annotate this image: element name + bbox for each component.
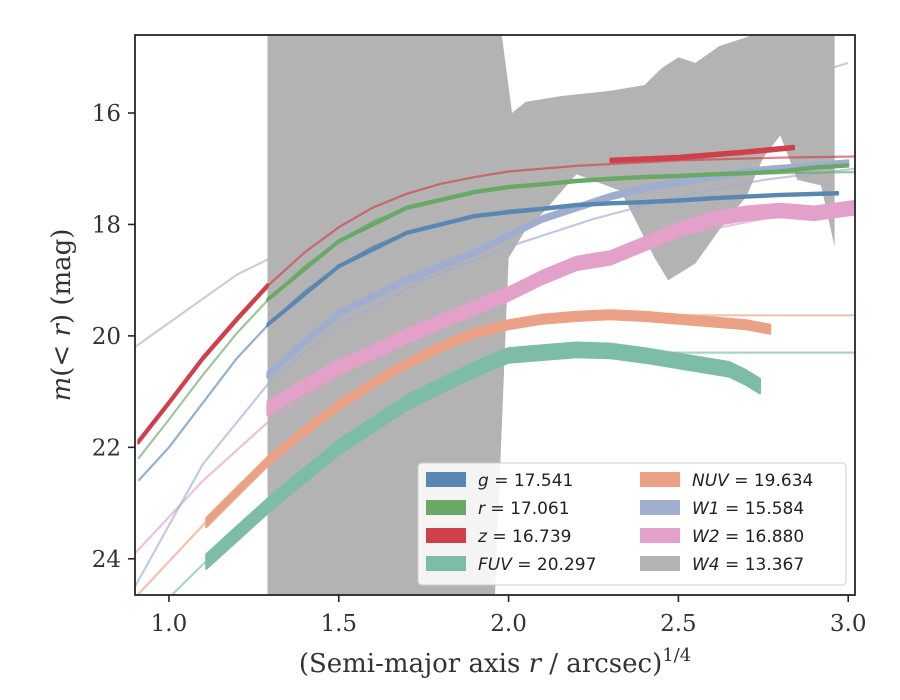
legend-swatch-w2 bbox=[640, 528, 680, 543]
y-tick-label: 18 bbox=[92, 212, 121, 238]
legend-band: g bbox=[478, 471, 489, 491]
legend-eq: = bbox=[485, 499, 510, 519]
legend-swatch-g bbox=[426, 472, 466, 487]
series-r-data bbox=[266, 163, 850, 302]
legend-eq: = bbox=[487, 527, 512, 547]
legend-value: 17.061 bbox=[510, 499, 569, 519]
legend-label-w1: W1 = 15.584 bbox=[692, 499, 804, 519]
x-tick-label: 2.0 bbox=[490, 611, 527, 637]
axes: 1.0 1.5 2.0 2.5 3.0 16 18 20 22 24 (Semi-major axi… bbox=[47, 34, 867, 679]
legend-eq: = bbox=[489, 471, 514, 491]
x-axis-label-exponent: 1/4 bbox=[662, 645, 691, 666]
legend-label-w2: W2 = 16.880 bbox=[692, 527, 804, 547]
x-tick-label: 3.0 bbox=[830, 611, 867, 637]
x-tick-label: 2.5 bbox=[660, 611, 697, 637]
legend-swatch-w4 bbox=[640, 556, 680, 571]
legend-band: W1 bbox=[692, 499, 720, 519]
legend-band: NUV bbox=[692, 471, 730, 491]
legend-value: 19.634 bbox=[754, 471, 813, 491]
legend-swatch-r bbox=[426, 500, 466, 515]
series-w4-model bbox=[135, 61, 849, 348]
legend-swatch-w1 bbox=[640, 500, 680, 515]
legend-swatch-z bbox=[426, 528, 466, 543]
series-w1-model bbox=[135, 167, 855, 588]
y-axis-label-unit: ) (mag) bbox=[47, 229, 77, 325]
legend-label-r: r = 17.061 bbox=[478, 499, 570, 519]
legend-value: 17.541 bbox=[514, 471, 573, 491]
legend-label-w4: W4 = 13.367 bbox=[692, 555, 804, 575]
y-axis-label-mid: (< bbox=[47, 337, 77, 377]
series-nuv-data bbox=[205, 309, 772, 529]
series-z-data-outer bbox=[609, 144, 796, 164]
legend-band: FUV bbox=[478, 555, 513, 575]
legend: g = 17.541 r = 17.061 z = 16.739 FUV = 20.2… bbox=[417, 462, 847, 586]
legend-swatch-nuv bbox=[640, 472, 680, 487]
x-axis-label-var: r bbox=[529, 649, 543, 679]
y-tick-label: 20 bbox=[92, 324, 121, 350]
axes-frame bbox=[134, 34, 856, 596]
legend-value: 15.584 bbox=[745, 499, 804, 519]
x-axis-label-unit: / arcsec) bbox=[541, 649, 662, 679]
legend-eq: = bbox=[720, 499, 745, 519]
legend-eq: = bbox=[720, 527, 745, 547]
legend-eq: = bbox=[729, 471, 754, 491]
legend-band: W2 bbox=[692, 527, 720, 547]
series-g-data bbox=[266, 191, 840, 327]
y-axis-label: m(< r) (mag) bbox=[47, 229, 77, 402]
y-tick-label: 24 bbox=[92, 547, 121, 573]
x-axis-label-text: (Semi-major axis bbox=[299, 649, 529, 679]
legend-value: 16.880 bbox=[745, 527, 804, 547]
legend-label-z: z = 16.739 bbox=[477, 527, 571, 547]
y-tick-label: 16 bbox=[92, 101, 121, 127]
legend-band: W4 bbox=[692, 555, 720, 575]
series-z-data bbox=[137, 283, 269, 445]
legend-value: 13.367 bbox=[745, 555, 804, 575]
y-tick-label: 22 bbox=[92, 435, 121, 461]
plot-area bbox=[135, 35, 855, 595]
legend-label-g: g = 17.541 bbox=[478, 471, 573, 491]
x-axis-label: (Semi-major axis r / arcsec)1/4 bbox=[299, 645, 691, 679]
legend-eq: = bbox=[512, 555, 537, 575]
x-tick-label: 1.5 bbox=[320, 611, 357, 637]
legend-band: r bbox=[478, 499, 486, 519]
legend-swatch-fuv bbox=[426, 556, 466, 571]
legend-label-fuv: FUV = 20.297 bbox=[478, 555, 596, 575]
legend-value: 16.739 bbox=[512, 527, 571, 547]
y-axis-label-var: m bbox=[47, 377, 77, 402]
legend-band: z bbox=[477, 527, 488, 547]
series-w2-data bbox=[266, 199, 855, 417]
legend-eq: = bbox=[720, 555, 745, 575]
legend-label-nuv: NUV = 19.634 bbox=[692, 471, 813, 491]
series-fuv-data bbox=[205, 341, 762, 570]
x-tick-label: 1.0 bbox=[151, 611, 188, 637]
legend-value: 20.297 bbox=[537, 555, 596, 575]
legend-box bbox=[417, 462, 847, 586]
y-axis-label-var2: r bbox=[47, 323, 77, 337]
